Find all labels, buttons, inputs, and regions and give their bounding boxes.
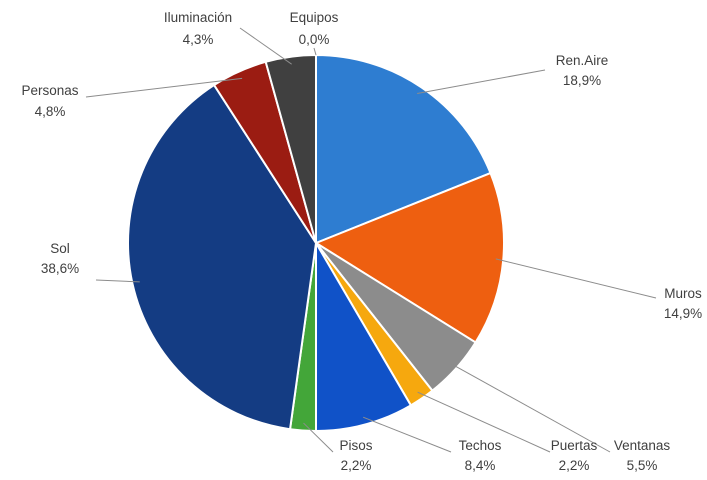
pie-slice-techos <box>315 239 413 433</box>
slice-value-ren-aire: 18,9% <box>563 73 601 88</box>
pie-slices <box>127 53 505 433</box>
slice-value-iluminacion: 4,3% <box>183 32 214 47</box>
slice-label-puertas: Puertas <box>551 438 598 453</box>
slice-label-pisos: Pisos <box>339 438 372 453</box>
leader-line-puertas <box>417 391 551 453</box>
pie-slice-ren-aire <box>315 53 492 245</box>
leader-line-ventanas <box>450 362 611 453</box>
leader-line-sol <box>95 279 140 283</box>
leader-line-iluminacion <box>239 27 292 65</box>
slice-value-muros: 14,9% <box>664 306 702 321</box>
slice-value-puertas: 2,2% <box>559 458 590 473</box>
slice-label-personas: Personas <box>21 83 78 98</box>
slice-label-iluminacion: Iluminación <box>164 10 232 25</box>
slice-label-muros: Muros <box>664 286 702 301</box>
leader-line-pisos <box>303 422 334 453</box>
slice-label-ventanas: Ventanas <box>614 438 671 453</box>
slice-labels: Ren.Aire 18,9% Muros 14,9% Ventanas 5,5% Puert… <box>21 10 702 473</box>
leader-line-ren-aire <box>417 69 546 95</box>
slice-value-ventanas: 5,5% <box>627 458 658 473</box>
slice-value-sol: 38,6% <box>41 261 79 276</box>
leader-line-personas <box>85 77 243 98</box>
slice-label-ren-aire: Ren.Aire <box>556 53 609 68</box>
slice-value-personas: 4,8% <box>35 104 66 119</box>
leader-lines <box>85 27 657 453</box>
slice-label-sol: Sol <box>50 241 70 256</box>
slice-value-pisos: 2,2% <box>341 458 372 473</box>
leader-line-techos <box>362 416 452 453</box>
leader-line-muros <box>495 258 657 299</box>
slice-value-techos: 8,4% <box>465 458 496 473</box>
pie-slice-muros <box>313 171 505 344</box>
slice-label-techos: Techos <box>459 438 502 453</box>
leader-line-equipos <box>313 47 317 56</box>
slice-value-equipos: 0,0% <box>299 32 330 47</box>
slice-label-equipos: Equipos <box>290 10 339 25</box>
